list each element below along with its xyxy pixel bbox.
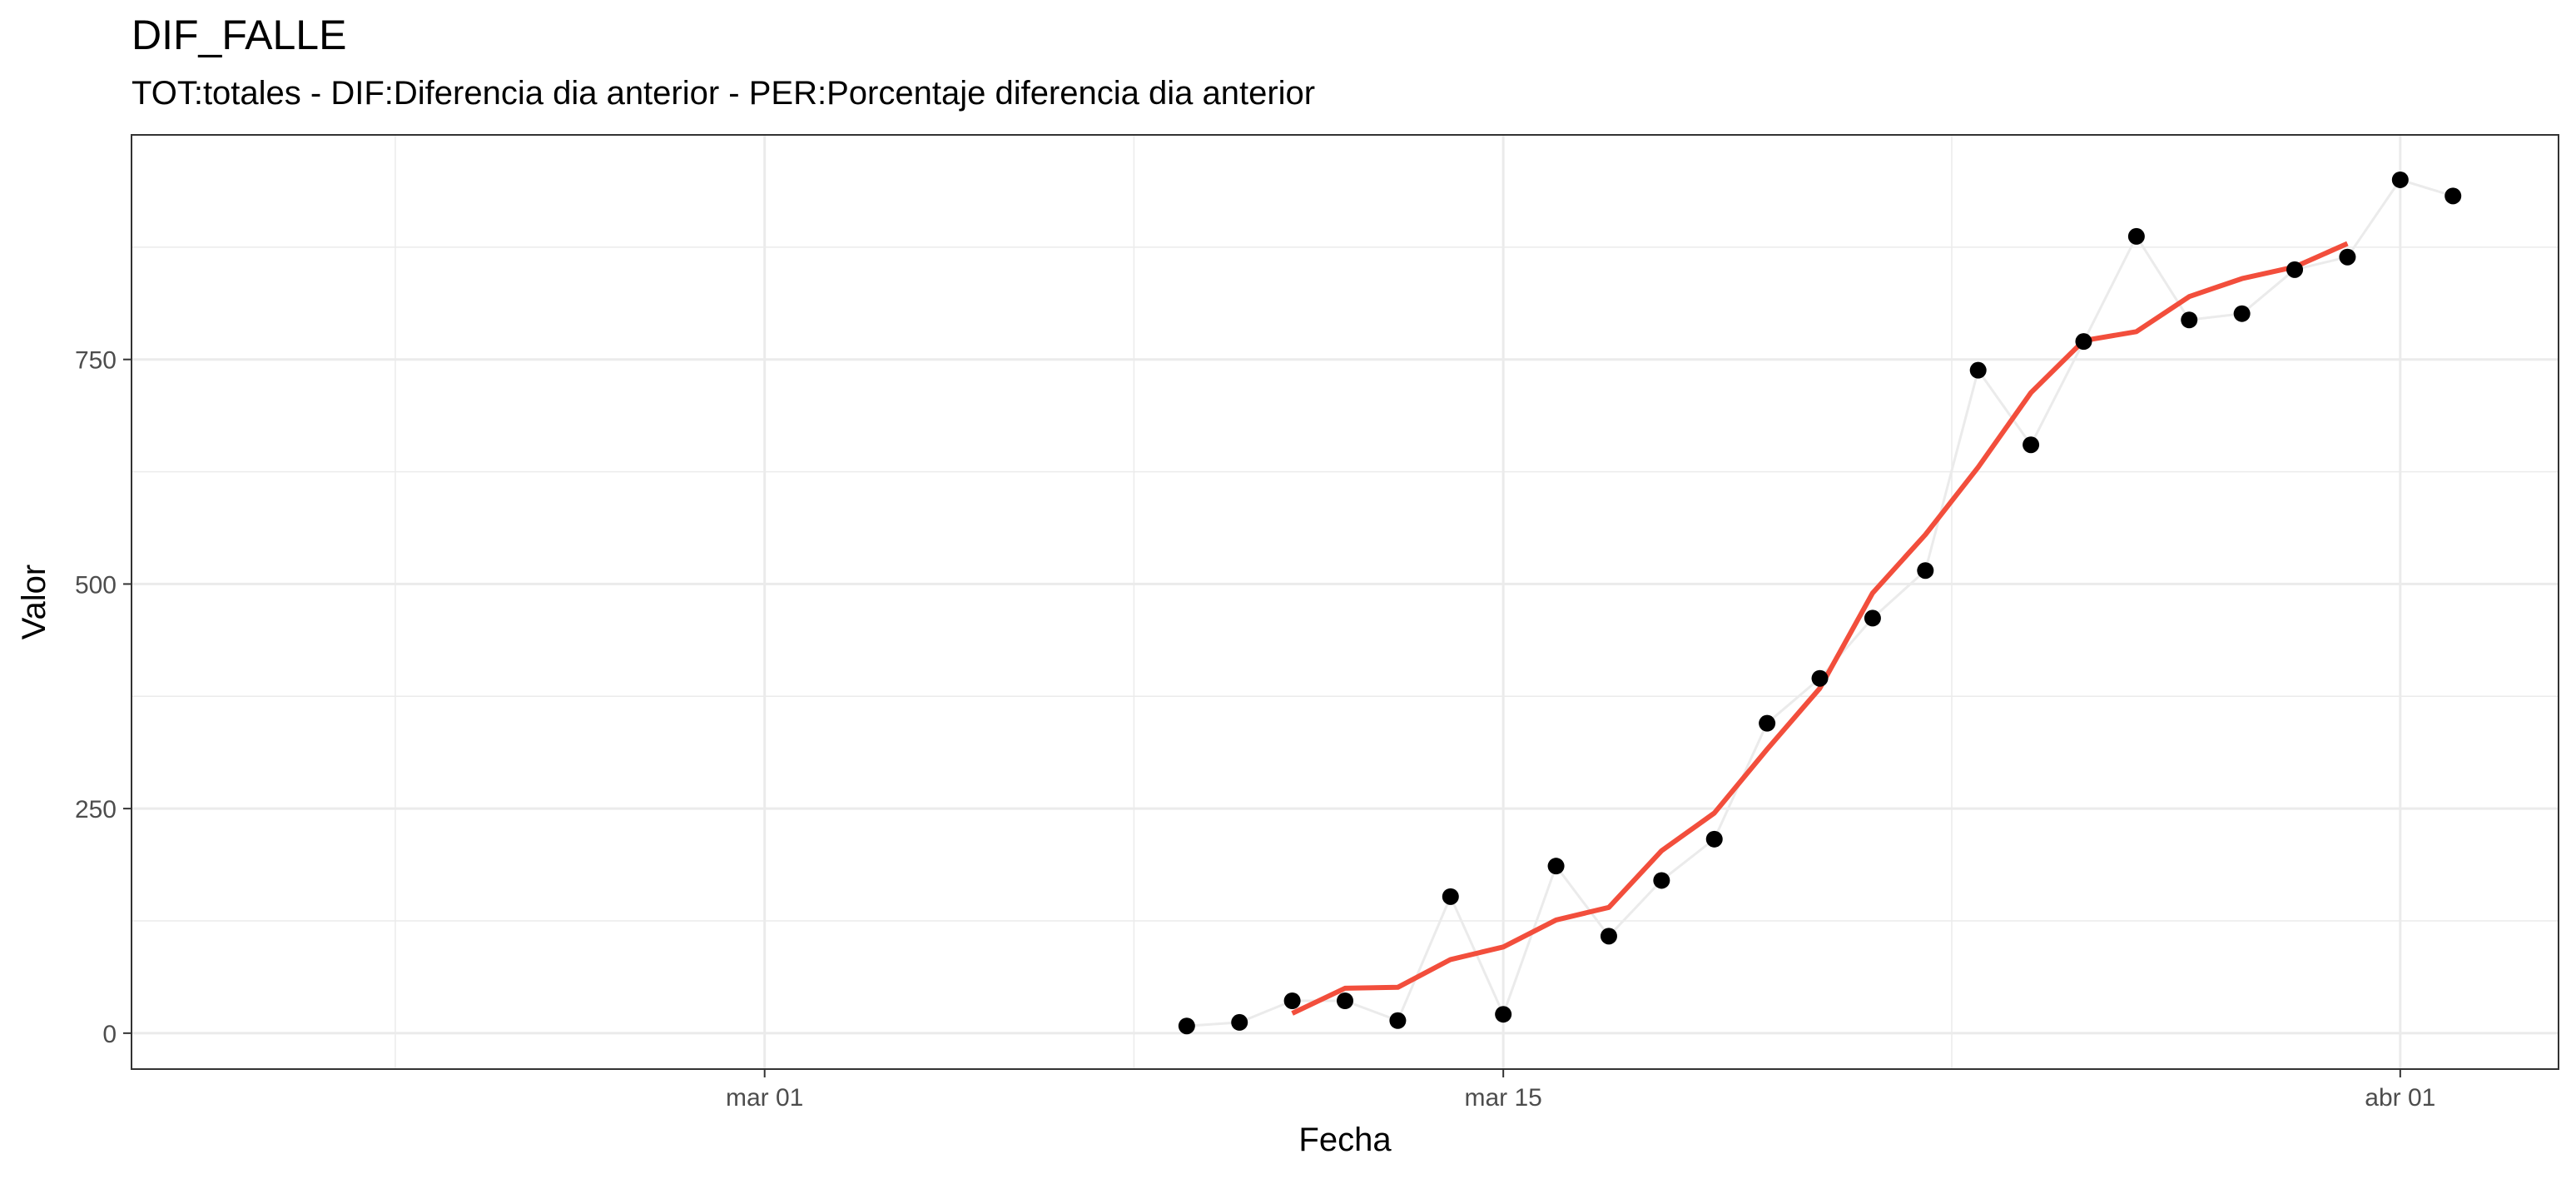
point-connector-line (1186, 178, 2454, 1027)
data-point (1811, 669, 1829, 687)
data-point (1442, 888, 1459, 905)
chart-subtitle: TOT:totales - DIF:Diferencia dia anterio… (132, 75, 1316, 112)
data-point (1705, 830, 1723, 848)
y-axis-title: Valor (16, 565, 52, 639)
x-tick-label: abr 01 (2365, 1084, 2435, 1112)
grid-major (132, 135, 2559, 1069)
data-point (1653, 872, 1670, 889)
y-tick-label: 250 (75, 796, 117, 823)
data-point (1178, 1017, 1195, 1035)
data-point (2181, 311, 2198, 329)
data-point (1917, 562, 1934, 580)
x-axis: mar 01 mar 15 abr 01 (726, 1069, 2435, 1112)
data-point (1969, 361, 1987, 379)
x-tick-label: mar 01 (726, 1084, 803, 1112)
y-tick-label: 750 (75, 347, 117, 375)
data-point (2391, 171, 2409, 188)
data-point (1389, 1012, 1407, 1029)
data-point (2444, 187, 2462, 205)
y-tick-label: 500 (75, 571, 117, 599)
y-tick-label: 0 (102, 1021, 117, 1048)
x-axis-title: Fecha (1298, 1122, 1392, 1158)
data-point (1283, 992, 1301, 1010)
data-point (2075, 333, 2092, 351)
series-points (1178, 171, 2462, 1035)
grid-minor (132, 134, 2559, 1069)
data-point (2339, 248, 2356, 266)
data-point (1337, 992, 1353, 1010)
data-point (1547, 858, 1565, 875)
data-point (2127, 227, 2145, 245)
y-axis: 0 250 500 750 (75, 347, 132, 1048)
x-tick-label: mar 15 (1464, 1084, 1541, 1112)
data-point (1759, 714, 1776, 732)
point-connectors (1186, 178, 2454, 1027)
series-line (1291, 241, 2349, 1016)
data-point (2286, 261, 2304, 278)
data-point (1600, 928, 1617, 945)
data-point (2023, 436, 2040, 454)
chart-title: DIF_FALLE (132, 12, 347, 58)
data-point (1231, 1013, 1248, 1031)
data-point (2233, 305, 2251, 322)
data-point (1864, 609, 1881, 627)
panel-border (131, 134, 2559, 1070)
data-point (1495, 1006, 1512, 1023)
series-lines (1291, 241, 2349, 1016)
